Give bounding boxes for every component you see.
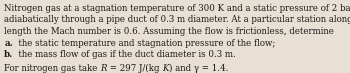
- Text: adiabatically through a pipe duct of 0.3 m diameter. At a particular station alo: adiabatically through a pipe duct of 0.3…: [4, 15, 350, 24]
- Text: R: R: [100, 64, 107, 72]
- Text: the mass flow of gas if the duct diameter is 0.3 m.: the mass flow of gas if the duct diamete…: [13, 50, 236, 59]
- Text: length the Mach number is 0.6. Assuming the flow is frictionless, determine: length the Mach number is 0.6. Assuming …: [4, 27, 334, 36]
- Text: K: K: [162, 64, 169, 72]
- Text: = 297 J/(kg: = 297 J/(kg: [107, 64, 162, 73]
- Text: Nitrogen gas at a stagnation temperature of 300 K and a static pressure of 2 bar: Nitrogen gas at a stagnation temperature…: [4, 4, 350, 13]
- Text: a.: a.: [4, 39, 13, 48]
- Text: ) and γ = 1.4.: ) and γ = 1.4.: [169, 64, 228, 73]
- Text: the static temperature and stagnation pressure of the flow;: the static temperature and stagnation pr…: [13, 39, 275, 48]
- Text: For nitrogen gas take: For nitrogen gas take: [4, 64, 100, 72]
- Text: b.: b.: [4, 50, 13, 59]
